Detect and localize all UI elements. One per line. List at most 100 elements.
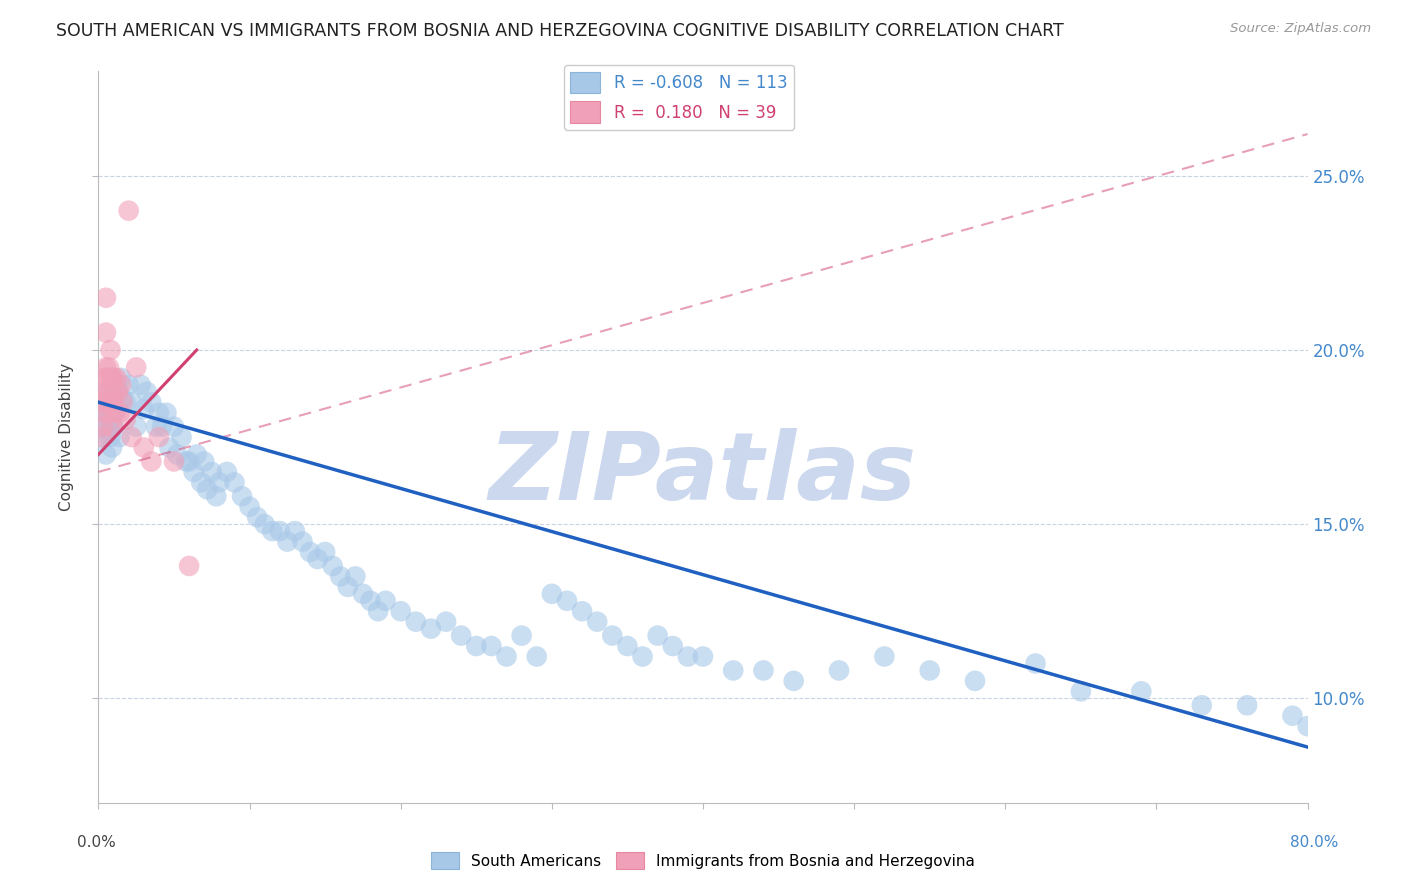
Point	[1024, 657, 1046, 671]
Point	[101, 441, 124, 455]
Point	[420, 622, 443, 636]
Text: SOUTH AMERICAN VS IMMIGRANTS FROM BOSNIA AND HERZEGOVINA COGNITIVE DISABILITY CO: SOUTH AMERICAN VS IMMIGRANTS FROM BOSNIA…	[56, 22, 1064, 40]
Point	[1372, 761, 1395, 775]
Point	[631, 649, 654, 664]
Point	[329, 569, 352, 583]
Point	[1402, 657, 1406, 671]
Point	[107, 384, 129, 399]
Point	[94, 291, 117, 305]
Point	[118, 203, 141, 218]
Point	[540, 587, 562, 601]
Point	[100, 371, 122, 385]
Point	[111, 395, 134, 409]
Point	[170, 430, 193, 444]
Point	[132, 402, 155, 417]
Point	[1070, 684, 1092, 698]
Point	[125, 360, 148, 375]
Point	[526, 649, 548, 664]
Point	[101, 419, 124, 434]
Point	[135, 384, 157, 399]
Point	[148, 430, 170, 444]
Point	[1236, 698, 1258, 713]
Point	[96, 395, 118, 409]
Legend: South Americans, Immigrants from Bosnia and Herzegovina: South Americans, Immigrants from Bosnia …	[425, 846, 981, 875]
Point	[723, 664, 745, 678]
Point	[752, 664, 775, 678]
Point	[104, 406, 127, 420]
Point	[661, 639, 683, 653]
Point	[586, 615, 609, 629]
Point	[276, 534, 298, 549]
Point	[148, 406, 170, 420]
Point	[336, 580, 359, 594]
Point	[114, 412, 136, 426]
Point	[129, 377, 152, 392]
Point	[201, 465, 224, 479]
Point	[450, 629, 472, 643]
Point	[104, 377, 127, 392]
Text: 80.0%: 80.0%	[1291, 836, 1339, 850]
Text: Source: ZipAtlas.com: Source: ZipAtlas.com	[1230, 22, 1371, 36]
Point	[360, 594, 382, 608]
Point	[190, 475, 212, 490]
Point	[1327, 733, 1350, 747]
Point	[352, 587, 374, 601]
Point	[98, 406, 121, 420]
Point	[98, 360, 121, 375]
Point	[100, 395, 122, 409]
Y-axis label: Cognitive Disability: Cognitive Disability	[59, 363, 75, 511]
Point	[215, 465, 238, 479]
Point	[93, 371, 115, 385]
Point	[269, 524, 291, 538]
Point	[118, 377, 141, 392]
Point	[322, 558, 344, 573]
Point	[163, 419, 186, 434]
Point	[1296, 719, 1319, 733]
Point	[481, 639, 503, 653]
Point	[231, 489, 253, 503]
Point	[103, 395, 125, 409]
Point	[163, 454, 186, 468]
Point	[246, 510, 269, 524]
Point	[179, 558, 201, 573]
Text: 0.0%: 0.0%	[77, 836, 117, 850]
Point	[434, 615, 457, 629]
Point	[692, 649, 714, 664]
Point	[224, 475, 246, 490]
Point	[873, 649, 896, 664]
Point	[141, 395, 163, 409]
Point	[374, 594, 396, 608]
Point	[94, 395, 117, 409]
Point	[101, 412, 124, 426]
Point	[555, 594, 578, 608]
Point	[405, 615, 427, 629]
Point	[783, 673, 806, 688]
Point	[108, 406, 131, 420]
Point	[186, 448, 208, 462]
Point	[93, 384, 115, 399]
Point	[98, 423, 121, 437]
Point	[94, 448, 117, 462]
Point	[121, 395, 143, 409]
Point	[1357, 754, 1379, 768]
Point	[1341, 743, 1364, 757]
Point	[91, 419, 114, 434]
Point	[150, 419, 173, 434]
Point	[239, 500, 262, 514]
Point	[100, 343, 122, 357]
Point	[141, 454, 163, 468]
Point	[314, 545, 336, 559]
Point	[104, 384, 127, 399]
Point	[96, 412, 118, 426]
Point	[96, 384, 118, 399]
Point	[110, 377, 132, 392]
Point	[100, 430, 122, 444]
Point	[495, 649, 517, 664]
Point	[965, 673, 987, 688]
Point	[1281, 708, 1303, 723]
Point	[183, 465, 205, 479]
Point	[389, 604, 412, 618]
Point	[284, 524, 307, 538]
Point	[114, 395, 136, 409]
Point	[93, 406, 115, 420]
